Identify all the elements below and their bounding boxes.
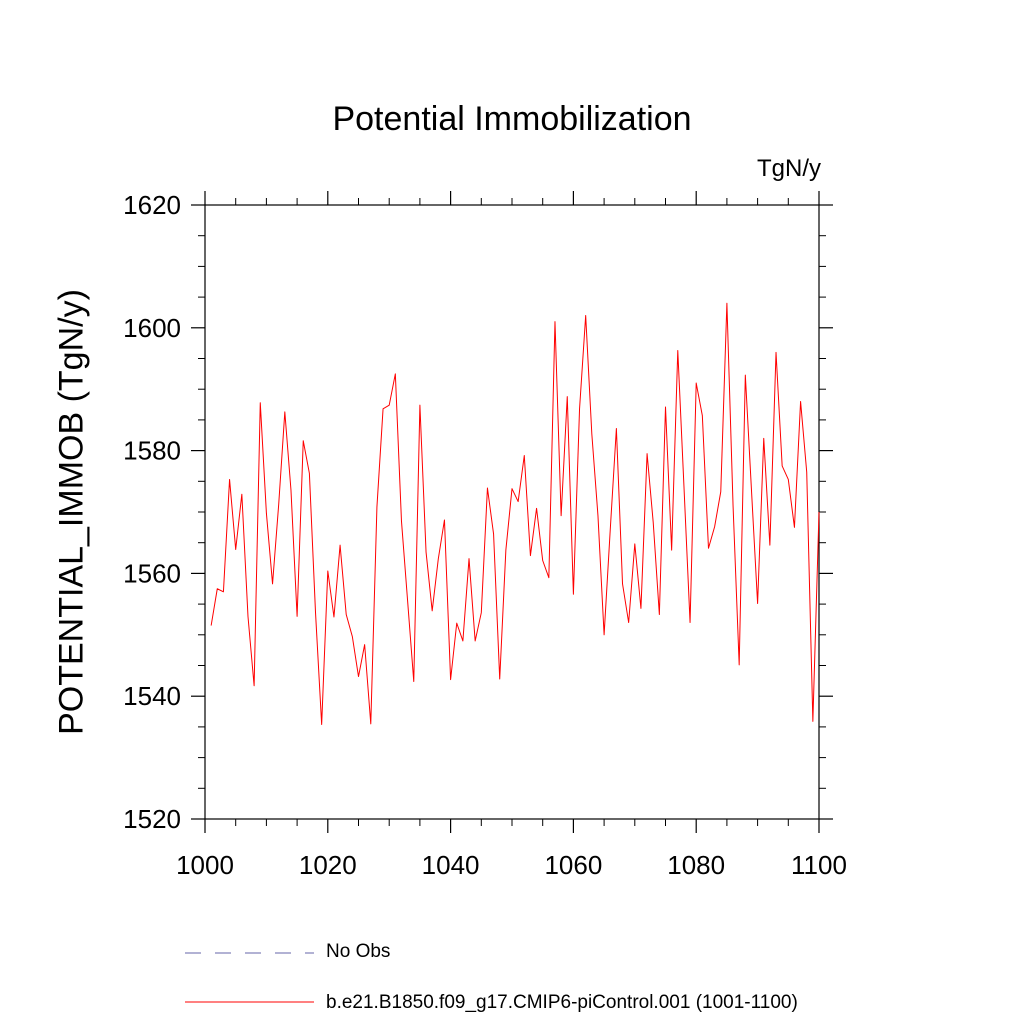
x-tick-label: 1080	[667, 850, 725, 880]
chart-title: Potential Immobilization	[332, 100, 692, 138]
y-axis-label: POTENTIAL_IMMOB (TgN/y)	[52, 289, 91, 735]
x-tick-label: 1060	[544, 850, 602, 880]
axis-ticks	[191, 191, 833, 833]
legend-label-model-run: b.e21.B1850.f09_g17.CMIP6-piControl.001 …	[326, 992, 798, 1013]
plot-frame	[204, 204, 820, 820]
units-label: TgN/y	[756, 155, 821, 182]
y-tick-label: 1600	[123, 313, 181, 343]
x-tick-label: 1040	[422, 850, 480, 880]
series-lines	[210, 302, 820, 725]
x-tick-label: 1100	[791, 850, 847, 880]
x-tick-label: 1020	[299, 850, 357, 880]
tick-labels: 1000 1020 1040 1060 1080 1100 1520 1540 1560 1580…	[123, 190, 847, 880]
legend-label-no-obs: No Obs	[326, 941, 391, 962]
y-tick-label: 1560	[123, 558, 181, 588]
y-tick-label: 1540	[123, 681, 181, 711]
legend	[185, 952, 314, 1003]
y-tick-label: 1580	[123, 436, 181, 466]
series-line-0	[210, 302, 820, 725]
y-tick-label: 1620	[123, 190, 181, 220]
y-tick-label: 1520	[123, 804, 181, 834]
x-tick-label: 1000	[176, 850, 234, 880]
